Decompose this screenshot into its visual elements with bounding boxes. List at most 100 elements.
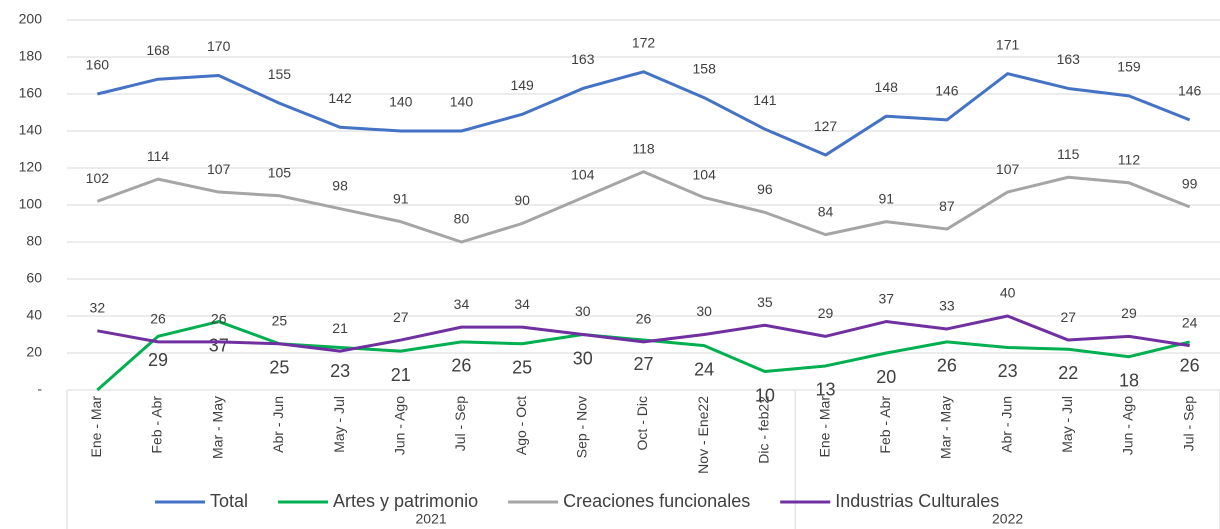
data-label: 30 — [573, 348, 593, 368]
data-label: 35 — [757, 294, 773, 310]
x-tick-label: Jun - Ago — [391, 396, 407, 455]
legend-label: Artes y patrimonio — [333, 491, 478, 511]
data-label: 146 — [1178, 83, 1202, 99]
y-tick-label: 160 — [19, 85, 43, 101]
data-label: 37 — [878, 290, 894, 306]
legend-label: Industrias Culturales — [835, 491, 999, 511]
data-label: 158 — [693, 60, 717, 76]
data-label: 32 — [90, 300, 106, 316]
data-label: 115 — [1057, 146, 1080, 162]
data-label: 23 — [998, 361, 1018, 381]
data-label: 33 — [939, 298, 955, 314]
data-label: 34 — [454, 296, 470, 312]
data-label: 25 — [272, 312, 288, 328]
data-label: 127 — [814, 118, 838, 134]
x-tick-label: Nov - Ene22 — [695, 396, 711, 474]
data-label: 148 — [875, 79, 899, 95]
series-line — [97, 314, 1190, 353]
data-label: 91 — [393, 190, 409, 206]
y-tick-label: 40 — [26, 307, 42, 323]
y-tick-label: - — [37, 381, 42, 397]
data-label: 26 — [937, 356, 957, 376]
data-label: 149 — [510, 77, 534, 93]
data-label: 163 — [1057, 51, 1081, 67]
data-label: 87 — [939, 198, 955, 214]
legend-label: Creaciones funcionales — [563, 491, 750, 511]
data-label: 30 — [575, 303, 591, 319]
data-label: 24 — [1182, 314, 1198, 330]
x-tick-label: Mar - May — [209, 396, 225, 459]
legend-label: Total — [210, 491, 248, 511]
data-label: 25 — [512, 358, 532, 378]
y-tick-label: 80 — [26, 233, 42, 249]
data-label: 142 — [328, 90, 352, 106]
data-label: 20 — [876, 367, 896, 387]
data-label: 98 — [332, 177, 348, 193]
data-label: 40 — [1000, 285, 1016, 301]
data-label: 80 — [454, 211, 470, 227]
data-label: 107 — [996, 161, 1020, 177]
series-line — [96, 70, 1191, 157]
x-tick-label: Oct - Dic — [634, 396, 650, 450]
y-tick-label: 200 — [19, 11, 43, 27]
data-label: 27 — [1061, 309, 1077, 325]
data-label: 10 — [755, 385, 775, 405]
data-label: 26 — [211, 311, 227, 327]
data-label: 112 — [1118, 152, 1141, 168]
data-label: 172 — [632, 35, 656, 51]
data-label: 118 — [632, 140, 655, 156]
x-tick-label: Abr - Jun — [998, 396, 1014, 453]
data-label: 170 — [207, 38, 231, 54]
data-label: 37 — [209, 335, 229, 355]
group-label: 2022 — [992, 511, 1023, 527]
group-label: 2021 — [416, 511, 447, 527]
x-tick-label: Mar - May — [938, 396, 954, 459]
y-tick-label: 60 — [26, 270, 42, 286]
data-label: 26 — [150, 311, 166, 327]
data-label: 96 — [757, 181, 773, 197]
data-label: 26 — [451, 356, 471, 376]
data-label: 21 — [332, 320, 348, 336]
series-line — [96, 170, 1191, 244]
x-tick-label: Jun - Ago — [1120, 396, 1136, 455]
data-label: 21 — [391, 365, 411, 385]
data-label: 104 — [693, 166, 717, 182]
data-label: 163 — [571, 51, 595, 67]
data-label: 99 — [1182, 176, 1198, 192]
data-label: 27 — [393, 309, 409, 325]
data-label: 159 — [1117, 59, 1141, 75]
x-tick-label: Jul - Sep — [452, 396, 468, 451]
data-label: 18 — [1119, 370, 1139, 390]
data-label: 160 — [86, 57, 110, 73]
data-label: 168 — [146, 42, 170, 58]
y-tick-label: 100 — [19, 196, 43, 212]
data-label: 140 — [389, 94, 413, 110]
data-label: 29 — [818, 305, 834, 321]
x-tick-label: Jul - Sep — [1180, 396, 1196, 451]
data-label: 26 — [636, 311, 652, 327]
data-label: 22 — [1058, 363, 1078, 383]
data-label: 146 — [935, 83, 959, 99]
y-tick-label: 180 — [19, 48, 43, 64]
data-label: 27 — [633, 354, 653, 374]
data-label: 29 — [1121, 305, 1137, 321]
data-label: 140 — [450, 94, 474, 110]
x-tick-label: Feb - Abr — [149, 396, 165, 454]
x-tick-label: Feb - Abr — [877, 396, 893, 454]
data-label: 171 — [996, 36, 1020, 52]
data-label: 114 — [147, 148, 170, 164]
data-label: 34 — [514, 296, 530, 312]
x-tick-label: Ago - Oct — [513, 396, 529, 455]
data-label: 13 — [816, 380, 836, 400]
data-label: 24 — [694, 359, 714, 379]
data-label: 91 — [878, 190, 894, 206]
x-tick-label: Ene - Mar — [88, 396, 104, 458]
data-label: 84 — [818, 203, 834, 219]
data-label: 105 — [268, 164, 292, 180]
x-tick-label: Sep - Nov — [574, 396, 590, 458]
data-label: 90 — [514, 192, 530, 208]
data-label: 104 — [571, 166, 595, 182]
data-label: 25 — [269, 358, 289, 378]
x-tick-label: May - Jul — [1059, 396, 1075, 453]
